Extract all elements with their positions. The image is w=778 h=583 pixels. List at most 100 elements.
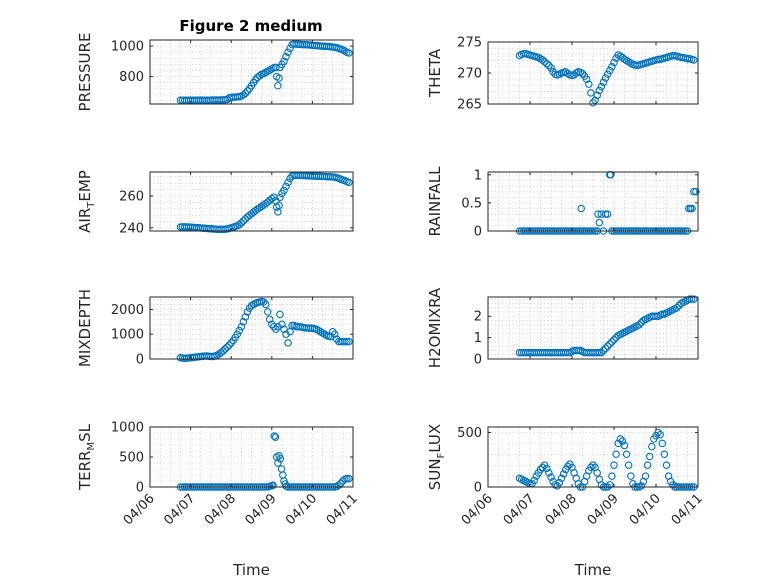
data-point xyxy=(652,312,660,320)
subplot-1: 800 1000 PRESSURE xyxy=(76,33,354,111)
data-point xyxy=(538,463,547,472)
data-point xyxy=(272,325,280,333)
data-point xyxy=(614,439,622,448)
data-point xyxy=(339,477,347,485)
y-tick-label: 1 xyxy=(474,331,482,346)
data-point xyxy=(276,310,284,319)
data-point xyxy=(223,343,231,351)
data-point xyxy=(593,91,601,100)
data-point xyxy=(597,481,606,489)
y-axis-label: THETA xyxy=(426,48,444,98)
data-point xyxy=(658,310,667,318)
data-point xyxy=(280,57,288,66)
data-point xyxy=(587,463,595,472)
data-point xyxy=(280,186,288,195)
data-point xyxy=(589,461,597,469)
series-markers xyxy=(176,40,353,104)
data-point xyxy=(555,478,564,487)
data-point xyxy=(263,308,272,316)
data-point xyxy=(268,194,276,203)
data-point xyxy=(237,219,246,227)
data-point xyxy=(608,63,616,71)
data-point xyxy=(610,336,618,344)
series-markers xyxy=(176,171,353,234)
y-tick-label: 800 xyxy=(119,70,144,85)
y-tick-label: 265 xyxy=(457,98,482,113)
data-point xyxy=(274,81,282,90)
axes-box xyxy=(487,296,699,360)
data-point xyxy=(282,182,290,191)
data-point xyxy=(585,80,593,88)
plot-area xyxy=(488,297,698,359)
data-point xyxy=(251,75,260,84)
data-point xyxy=(221,345,229,353)
data-point xyxy=(643,461,652,469)
data-point xyxy=(326,332,335,341)
data-point xyxy=(235,326,244,335)
data-point xyxy=(545,61,553,70)
data-point xyxy=(658,439,667,448)
data-point xyxy=(235,220,244,229)
data-point xyxy=(606,340,614,348)
data-point xyxy=(225,341,233,349)
data-point xyxy=(282,330,290,338)
data-point xyxy=(280,325,288,333)
data-point xyxy=(345,474,353,483)
y-axis-label: SUNFLUX xyxy=(426,424,447,490)
data-point xyxy=(622,450,631,459)
data-point xyxy=(284,339,292,347)
data-point xyxy=(648,442,656,451)
series-markers xyxy=(515,50,698,107)
data-point xyxy=(270,323,278,331)
y-tick-label: 0 xyxy=(474,353,482,368)
data-point xyxy=(241,313,250,321)
data-point xyxy=(275,201,283,210)
data-point xyxy=(594,210,602,218)
data-point xyxy=(690,187,698,196)
data-point xyxy=(328,327,337,336)
subplot-4: 0 0.5 1 RAINFALL xyxy=(426,166,700,240)
data-point xyxy=(597,348,606,357)
data-point xyxy=(239,91,248,99)
plot-area xyxy=(150,172,353,231)
data-point xyxy=(669,481,677,489)
data-point xyxy=(239,217,248,225)
y-axis-label: H2OMIXRA xyxy=(426,287,444,368)
data-point xyxy=(241,89,250,98)
data-point xyxy=(237,323,246,331)
data-point xyxy=(603,342,612,350)
data-point xyxy=(341,337,349,346)
axes-box xyxy=(149,296,354,360)
data-point xyxy=(557,474,566,483)
data-point xyxy=(601,210,610,218)
x-axis-label: Time xyxy=(232,561,270,579)
y-tick-label: 1000 xyxy=(111,40,144,55)
data-point xyxy=(543,464,551,473)
data-point xyxy=(286,44,294,53)
data-point xyxy=(343,474,351,483)
y-tick-label: 260 xyxy=(119,189,144,204)
data-point xyxy=(687,295,696,303)
y-tick-label: 500 xyxy=(119,451,144,466)
data-point xyxy=(582,75,591,83)
data-point xyxy=(345,49,353,57)
subplot-5: 0 1000 2000 MIXDEPTH xyxy=(76,289,354,368)
axes-box xyxy=(149,171,354,232)
x-axis-label: Time xyxy=(574,561,612,579)
subplot-3: 240 260 AIRTEMP xyxy=(76,170,354,236)
data-point xyxy=(599,78,608,87)
y-tick-label: 240 xyxy=(119,221,144,236)
data-point xyxy=(641,472,650,480)
data-point xyxy=(606,481,614,489)
data-point xyxy=(284,48,292,56)
data-point xyxy=(559,470,568,478)
data-point xyxy=(597,82,606,91)
data-point xyxy=(564,462,572,471)
data-point xyxy=(564,348,572,357)
data-point xyxy=(343,337,351,346)
data-point xyxy=(275,74,283,82)
data-point xyxy=(276,455,285,463)
data-point xyxy=(692,187,700,196)
data-point xyxy=(278,320,286,329)
